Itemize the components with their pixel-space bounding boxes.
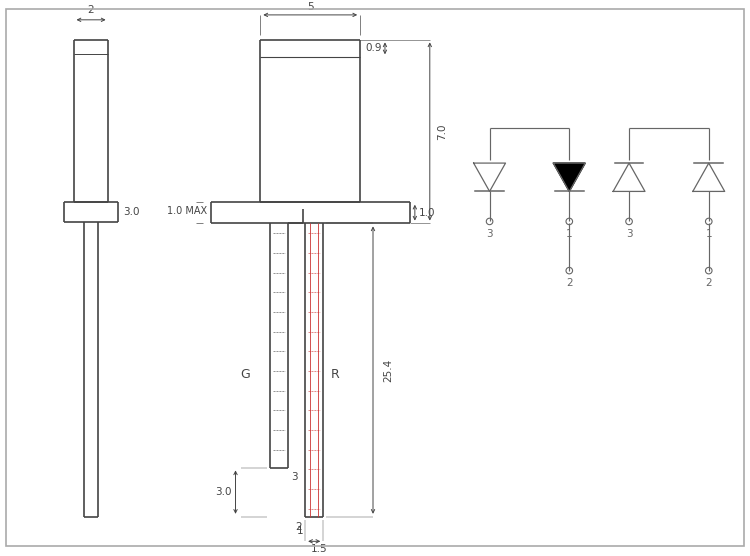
Text: R: R	[331, 368, 340, 380]
Text: 3: 3	[486, 229, 493, 239]
Text: 7.0: 7.0	[436, 123, 447, 140]
Text: 25.4: 25.4	[383, 359, 393, 382]
Text: 1.0: 1.0	[419, 208, 435, 218]
Text: 0.9: 0.9	[365, 43, 382, 53]
Text: 1: 1	[566, 229, 572, 239]
Text: 3.0: 3.0	[124, 207, 140, 217]
Text: 2: 2	[88, 5, 94, 15]
Text: 1.5: 1.5	[311, 544, 328, 554]
Text: 1.0 MAX: 1.0 MAX	[167, 206, 208, 216]
Text: G: G	[241, 368, 250, 380]
Text: 5: 5	[307, 2, 314, 12]
Text: 2: 2	[706, 279, 712, 289]
Text: 3: 3	[291, 473, 298, 483]
Polygon shape	[554, 163, 585, 191]
Text: 3.0: 3.0	[215, 487, 232, 497]
Text: 2: 2	[296, 522, 302, 532]
Text: 3: 3	[626, 229, 632, 239]
Text: 2: 2	[566, 279, 572, 289]
Text: 1: 1	[297, 527, 303, 537]
Text: 1: 1	[706, 229, 712, 239]
